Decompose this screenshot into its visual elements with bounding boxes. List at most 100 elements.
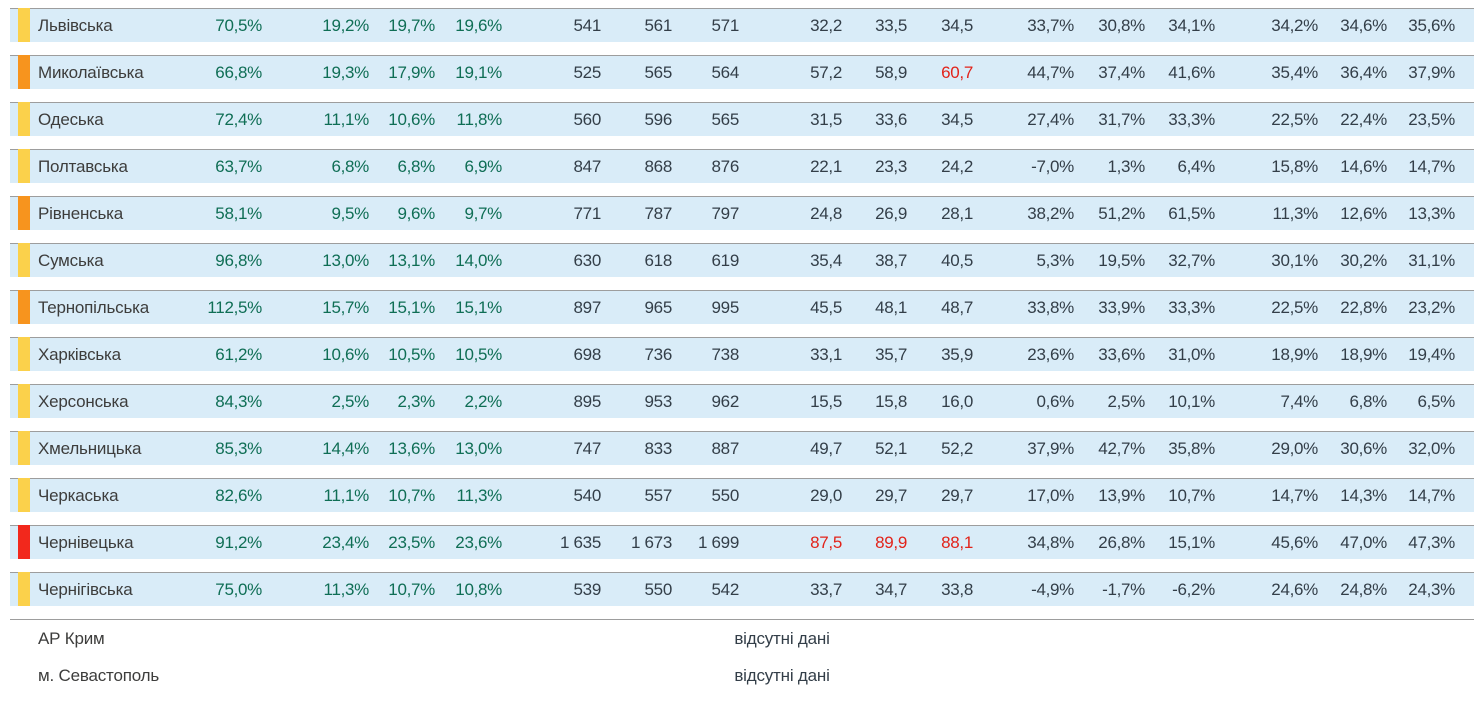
table-row: Одеська 72,4% 11,1% 10,6% 11,8% 560 596 565 31,5… [10,102,1474,136]
value-cell: 6,8% [1349,391,1387,411]
status-marker-icon [18,102,30,136]
value-cell: 45,5 [810,297,842,317]
value-cell: 23,6% [1027,344,1074,364]
value-cell: 13,9% [1098,485,1145,505]
value-cell: 0,6% [1036,391,1074,411]
value-cell: 112,5% [207,297,262,317]
value-cell: 9,5% [331,203,369,223]
value-cell: 11,3% [456,485,503,505]
value-cell: 30,2% [1340,250,1387,270]
value-cell: 6,8% [397,156,435,176]
value-cell: 22,5% [1271,297,1318,317]
value-cell: 88,1 [941,532,973,552]
table-row: Хмельницька 85,3% 14,4% 13,6% 13,0% 747 833 887… [10,431,1474,465]
value-cell: 28,1 [941,203,973,223]
value-cell: 12,6% [1340,203,1387,223]
value-cell: 34,8% [1027,532,1074,552]
value-cell: 33,8 [941,579,973,599]
value-cell: 35,9 [941,344,973,364]
value-cell: 48,1 [875,297,907,317]
value-cell: 89,9 [875,532,907,552]
value-cell: 10,5% [455,344,502,364]
value-cell: 24,3% [1408,579,1455,599]
region-name: Тернопільська [38,297,149,317]
value-cell: 19,2% [322,15,369,35]
region-name: Харківська [38,344,121,364]
value-cell: 48,7 [941,297,973,317]
no-data-label: відсутні дані [734,629,830,648]
value-cell: 6,4% [1177,156,1215,176]
value-cell: 49,7 [810,438,842,458]
value-cell: 11,1% [323,109,370,129]
value-cell: -7,0% [1031,156,1074,176]
value-cell: 698 [573,344,602,364]
table-row: Львівська 70,5% 19,2% 19,7% 19,6% 541 561 571 32… [10,8,1474,42]
value-cell: 15,5 [810,391,842,411]
value-cell: 44,7% [1027,62,1074,82]
value-cell: 34,6% [1340,15,1387,35]
value-cell: 11,3% [323,579,370,599]
value-cell: 14,7% [1408,485,1455,505]
value-cell: 29,0% [1271,438,1318,458]
region-name: Чернігівська [38,579,133,599]
value-cell: 619 [711,250,740,270]
value-cell: 23,3 [875,156,907,176]
value-cell: 60,7 [941,62,973,82]
value-cell: 565 [644,62,673,82]
value-cell: 38,7 [875,250,907,270]
value-cell: 33,6 [875,109,907,129]
value-cell: 787 [644,203,673,223]
value-cell: 868 [644,156,673,176]
region-name: м. Севастополь [38,666,159,685]
value-cell: 14,4% [322,438,369,458]
table-row: Черкаська 82,6% 11,1% 10,7% 11,3% 540 557 550 29… [10,478,1474,512]
value-cell: 6,9% [464,156,502,176]
value-cell: 58,9 [875,62,907,82]
value-cell: 1 699 [697,532,739,552]
status-marker-icon [18,55,30,89]
value-cell: 19,1% [455,62,502,82]
value-cell: 630 [573,250,602,270]
value-cell: 833 [644,438,673,458]
value-cell: 11,3% [1272,203,1319,223]
value-cell: 29,7 [941,485,973,505]
value-cell: 10,7% [1168,485,1215,505]
status-marker-icon [18,525,30,559]
value-cell: 10,8% [455,579,502,599]
region-name: Львівська [38,15,113,35]
table-row: Чернігівська 75,0% 11,3% 10,7% 10,8% 539 550 54… [10,572,1474,606]
value-cell: 24,2 [941,156,973,176]
status-marker-icon [18,196,30,230]
status-marker-icon [18,431,30,465]
value-cell: 19,6% [455,15,502,35]
value-cell: 29,7 [875,485,907,505]
value-cell: 17,0% [1027,485,1074,505]
value-cell: 10,1% [1168,391,1215,411]
value-cell: 560 [573,109,602,129]
value-cell: 30,8% [1098,15,1145,35]
value-cell: 33,5 [875,15,907,35]
value-cell: 550 [644,579,673,599]
value-cell: 14,0% [455,250,502,270]
value-cell: 876 [711,156,740,176]
value-cell: 52,2 [941,438,973,458]
value-cell: 35,7 [875,344,907,364]
value-cell: 34,5 [941,15,973,35]
value-cell: 32,7% [1168,250,1215,270]
value-cell: 542 [711,579,740,599]
value-cell: 618 [644,250,673,270]
value-cell: 58,1% [215,203,262,223]
value-cell: 24,8% [1340,579,1387,599]
value-cell: 15,7% [322,297,369,317]
region-name: Рівненська [38,203,124,223]
value-cell: 15,8 [875,391,907,411]
value-cell: 33,7% [1027,15,1074,35]
value-cell: 11,8% [456,109,503,129]
table-row-no-data: м. Севастополь відсутні дані [10,658,1474,694]
value-cell: 540 [573,485,602,505]
value-cell: 33,8% [1027,297,1074,317]
value-cell: 2,2% [464,391,502,411]
value-cell: 61,5% [1168,203,1215,223]
value-cell: 15,8% [1271,156,1318,176]
value-cell: 953 [644,391,673,411]
